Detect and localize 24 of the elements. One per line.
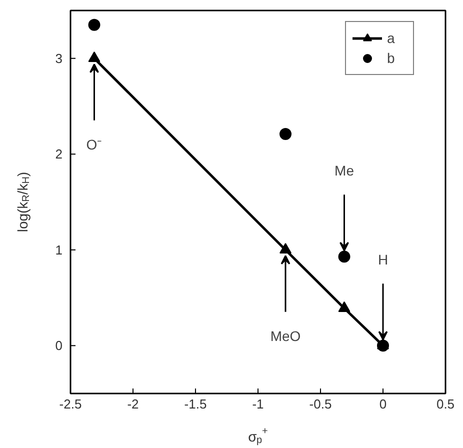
x-tick-label: -0.5 (309, 396, 332, 412)
annotation: Me (334, 162, 354, 179)
x-tick-label: 0.5 (436, 396, 455, 412)
point (280, 128, 292, 140)
x-tick-label: -1 (252, 396, 264, 412)
x-tick-label: 0 (379, 396, 387, 412)
point (88, 18, 100, 31)
x-tick-label: -1.5 (184, 396, 207, 412)
y-axis-title: log(kR/kH) (14, 172, 32, 232)
legend-label: b (387, 50, 396, 66)
point (338, 250, 350, 263)
y-tick-label: 3 (55, 50, 63, 66)
legend-label: a (387, 30, 396, 46)
annotation: MeO (270, 328, 301, 344)
y-tick-label: 2 (55, 146, 63, 162)
point (88, 52, 100, 62)
annotation: H (378, 252, 388, 268)
y-tick-label: 1 (55, 242, 63, 258)
x-tick-label: -2.5 (59, 396, 82, 412)
point (377, 340, 389, 352)
point (280, 243, 292, 254)
x-tick-label: -2 (127, 396, 139, 412)
y-tick-label: 0 (55, 338, 63, 354)
annotation: O⁻ (86, 136, 102, 152)
